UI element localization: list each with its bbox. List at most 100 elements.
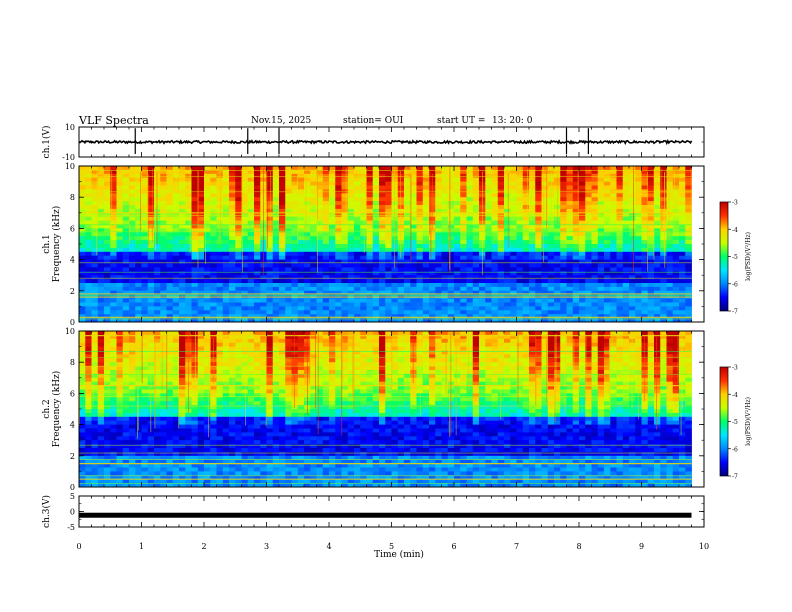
spectrogram-cell [335, 224, 342, 229]
spectrogram-cell [485, 314, 492, 319]
spectrogram-cell [160, 201, 167, 206]
spectrogram-cell [466, 302, 474, 307]
spectrogram-cell [122, 255, 130, 260]
spectrogram-cell [110, 354, 117, 359]
spectrogram-cell [454, 251, 461, 257]
spectrogram-cell [622, 220, 630, 225]
spectrogram-cell [429, 259, 436, 264]
spectrogram-cell [579, 302, 586, 307]
spectrogram-cell [672, 247, 680, 253]
spectrogram-cell [454, 177, 461, 182]
spectrogram-cell [110, 346, 117, 351]
spectrogram-cell [79, 247, 86, 253]
ch1-waveform-ytick-label: -10 [62, 153, 75, 162]
spectrogram-cell [185, 166, 192, 171]
spectrogram-cell [372, 177, 380, 182]
spectrogram-cell [635, 169, 642, 175]
spectrogram-cell [154, 169, 161, 175]
spectrogram-cell [97, 166, 105, 171]
spectrogram-cell [185, 286, 192, 292]
spectrogram-cell [535, 263, 542, 268]
spectrogram-cell [547, 346, 555, 351]
spectrogram-cell [554, 267, 561, 272]
spectrogram-cell [110, 181, 117, 186]
spectrogram-cell [497, 306, 505, 311]
spectrogram-cell [647, 290, 655, 296]
spectrogram-cell [535, 247, 542, 253]
spectrogram-cell [410, 224, 417, 229]
spectrogram-cell [122, 244, 130, 249]
spectrogram-cell [129, 286, 136, 292]
spectrogram-cell [360, 306, 367, 311]
spectrogram-cell [454, 197, 461, 202]
spectrogram-cell [472, 306, 480, 311]
spectrogram-cell [491, 350, 499, 355]
spectrogram-cell [416, 197, 424, 202]
spectrogram-cell [379, 286, 386, 292]
spectrogram-cell [447, 302, 455, 307]
spectrogram-cell [635, 193, 642, 198]
spectrogram-cell [191, 283, 199, 288]
spectrogram-cell [297, 185, 305, 190]
spectrogram-cell [135, 267, 142, 272]
spectrogram-cell [635, 251, 642, 257]
spectrogram-cell [85, 197, 92, 202]
spectrogram-cell [104, 302, 111, 307]
spectrogram-cell [254, 177, 261, 182]
spectrogram-cell [360, 205, 367, 210]
spectrogram-cell [516, 228, 524, 233]
spectrogram-cell [485, 290, 492, 296]
spectrogram-cell [322, 271, 330, 276]
spectrogram-cell [222, 286, 230, 292]
spectrogram-cell [572, 169, 580, 175]
spectrogram-cell [322, 244, 330, 249]
spectrogram-cell [79, 244, 86, 249]
spectrogram-cell [466, 275, 474, 280]
spectrogram-cell [604, 290, 611, 296]
spectrogram-cell [472, 193, 480, 198]
spectrogram-cell [666, 232, 674, 237]
spectrogram-cell [379, 169, 386, 175]
spectrogram-cell [504, 267, 511, 272]
spectrogram-cell [510, 342, 517, 347]
spectrogram-cell [210, 185, 217, 190]
spectrogram-cell [604, 271, 611, 276]
spectrogram-cell [560, 185, 567, 190]
spectrogram-cell [616, 267, 624, 272]
spectrogram-cell [279, 358, 286, 363]
spectrogram-cell [572, 283, 580, 288]
spectrogram-cell [160, 216, 167, 221]
spectrogram-cell [216, 346, 224, 351]
spectrogram-cell [635, 331, 642, 336]
spectrogram-cell [179, 318, 186, 323]
spectrogram-cell [472, 310, 480, 315]
spectrogram-cell [166, 228, 174, 233]
spectrogram-cell [629, 244, 636, 249]
spectrogram-cell [204, 342, 211, 347]
spectrogram-cell [285, 181, 292, 186]
spectrogram-cell [360, 216, 367, 221]
spectrogram-cell [416, 302, 424, 307]
spectrogram-cell [91, 205, 99, 210]
spectrogram-cell [429, 236, 436, 241]
spectrogram-cell [116, 342, 124, 347]
spectrogram-cell [560, 298, 567, 303]
spectrogram-cell [154, 346, 161, 351]
spectrogram-cell [354, 314, 361, 319]
spectrogram-cell [585, 290, 592, 296]
spectrogram-cell [685, 208, 692, 214]
spectrogram-cell [197, 185, 205, 190]
spectrogram-cell [647, 283, 655, 288]
spectrogram-cell [316, 177, 324, 182]
spectrogram-cell [510, 232, 517, 237]
spectrogram-cell [85, 263, 92, 268]
spectrogram-cell [510, 228, 517, 233]
spectrogram-cell [591, 306, 599, 311]
spectrogram-cell [610, 240, 617, 245]
spectrogram-cell [316, 338, 324, 344]
spectrogram-cell [316, 247, 324, 253]
spectrogram-cell [641, 177, 649, 182]
spectrogram-cell [166, 331, 174, 336]
spectrogram-cell [554, 346, 561, 351]
spectrogram-cell [422, 228, 430, 233]
